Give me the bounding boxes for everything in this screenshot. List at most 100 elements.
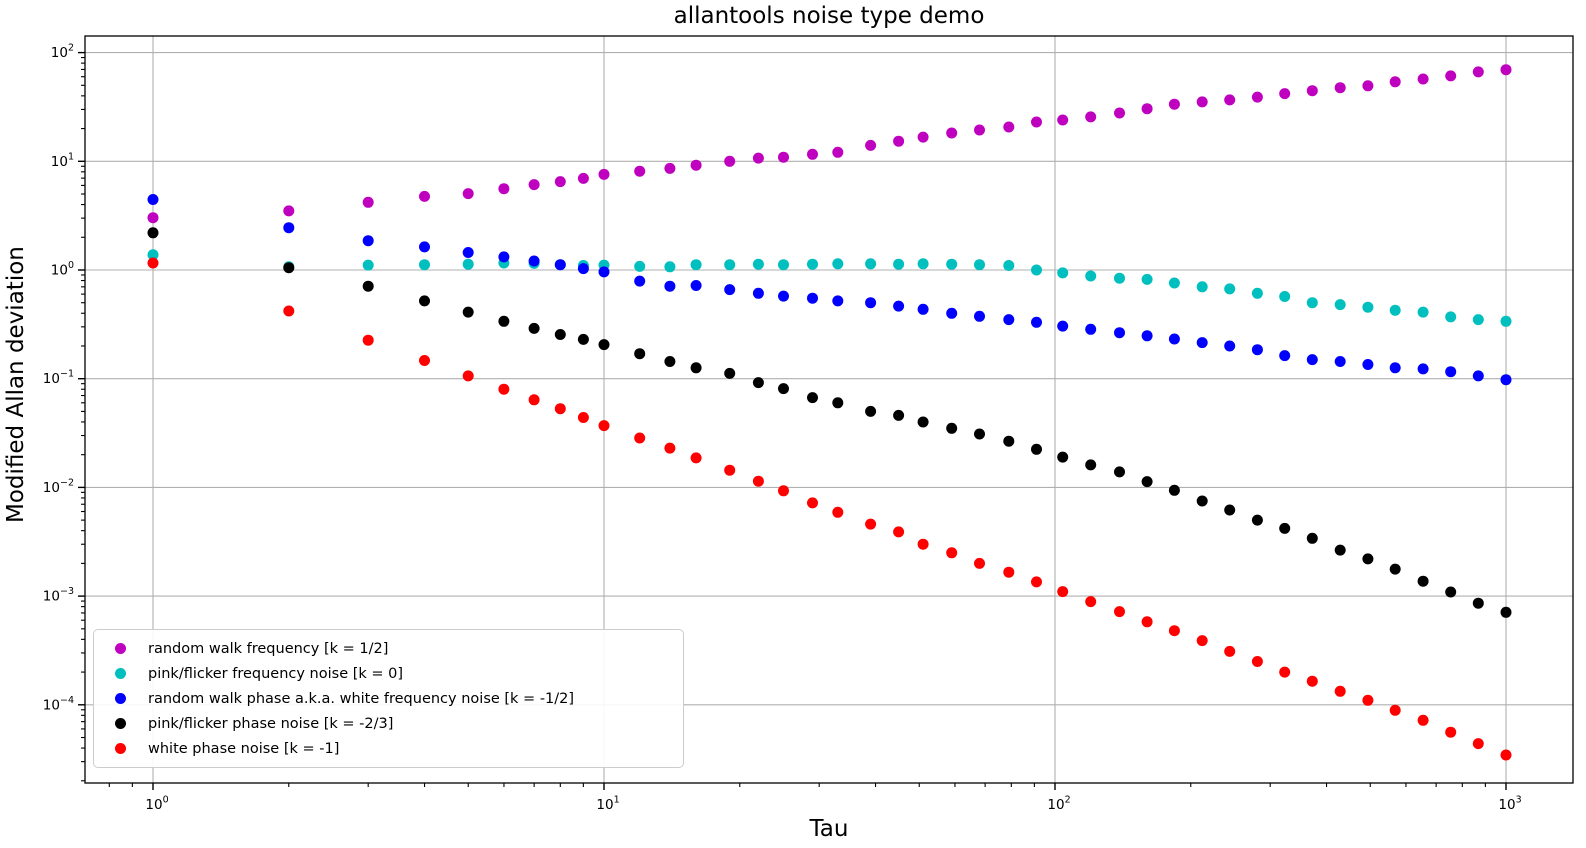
data-point (865, 518, 877, 530)
data-point (1251, 344, 1263, 356)
data-point (724, 155, 736, 167)
data-point (1334, 544, 1346, 556)
data-point (1085, 270, 1097, 282)
data-point (752, 475, 764, 487)
legend-label: pink/flicker phase noise [k = -2/3] (148, 715, 394, 732)
data-point (598, 339, 610, 351)
data-point (832, 506, 844, 518)
data-point (634, 275, 646, 287)
data-point (528, 322, 540, 334)
data-point (1224, 504, 1236, 516)
y-tick-label: 101 (51, 151, 74, 170)
data-point (1031, 443, 1042, 455)
data-point (1251, 514, 1263, 526)
data-point (1085, 111, 1097, 123)
legend-item: pink/flicker frequency noise [k = 0] (94, 663, 683, 685)
data-point (946, 547, 958, 559)
data-point (1472, 66, 1484, 78)
legend-item: random walk frequency [k = 1/2] (94, 638, 683, 660)
data-point (419, 241, 430, 253)
data-point (362, 259, 374, 271)
data-point (577, 172, 589, 184)
legend-marker-icon (115, 718, 126, 729)
data-point (807, 392, 818, 404)
data-point (865, 258, 877, 270)
data-point (1500, 315, 1512, 327)
data-point (147, 212, 159, 224)
data-point (832, 295, 844, 307)
data-point (1196, 96, 1208, 108)
data-point (554, 403, 566, 415)
data-point (1306, 85, 1318, 97)
data-point (1003, 566, 1015, 578)
data-point (1279, 291, 1291, 302)
data-point (1114, 606, 1125, 618)
data-point (1168, 484, 1180, 496)
axis-ticks (78, 51, 1507, 790)
legend-item: white phase noise [k = -1] (94, 738, 683, 760)
data-point (1279, 350, 1291, 362)
data-point (1306, 532, 1318, 544)
data-point (1362, 553, 1374, 565)
data-point (1389, 704, 1401, 716)
data-point (1057, 451, 1069, 463)
data-point (419, 190, 430, 202)
legend-label: white phase noise [k = -1] (148, 740, 340, 757)
data-point (634, 432, 646, 444)
data-point (362, 280, 374, 292)
data-point (946, 127, 958, 139)
data-point (893, 526, 905, 538)
data-point (752, 152, 764, 164)
data-point (462, 306, 474, 318)
legend: random walk frequency [k = 1/2] pink/flic… (93, 629, 684, 768)
data-point (917, 416, 929, 428)
x-tick-label: 102 (1047, 795, 1070, 814)
data-point (634, 260, 646, 272)
data-point (1196, 495, 1208, 507)
data-point (147, 194, 159, 205)
data-point (724, 464, 736, 476)
data-point (1114, 272, 1125, 284)
data-point (1141, 330, 1153, 342)
data-point (917, 303, 929, 315)
data-point (1224, 645, 1236, 657)
y-tick-label: 10−4 (43, 695, 74, 714)
data-point (419, 355, 430, 366)
data-point (362, 235, 374, 247)
data-point (917, 258, 929, 270)
data-point (832, 146, 844, 158)
data-point (498, 251, 510, 263)
data-point (1114, 466, 1125, 478)
data-point (1445, 586, 1457, 598)
legend-marker-icon (115, 643, 126, 654)
data-point (1334, 685, 1346, 697)
data-point (664, 280, 676, 292)
legend-marker-icon (115, 693, 126, 704)
data-point (724, 259, 736, 271)
data-point (778, 383, 789, 395)
data-point (634, 165, 646, 177)
data-point (778, 259, 789, 271)
data-point (664, 356, 676, 367)
data-point (690, 280, 702, 291)
data-point (832, 258, 844, 270)
data-point (1279, 666, 1291, 678)
data-point (893, 409, 905, 421)
data-point (1196, 281, 1208, 293)
data-point (752, 258, 764, 270)
data-point (1500, 606, 1512, 618)
data-point (974, 557, 985, 569)
data-point (778, 485, 789, 497)
data-point (1389, 563, 1401, 575)
data-point (865, 297, 877, 309)
data-point (1168, 277, 1180, 289)
data-point (865, 139, 877, 151)
data-point (1472, 370, 1484, 382)
legend-label: random walk phase a.k.a. white frequency… (148, 690, 575, 707)
x-axis-label: Tau (809, 816, 849, 842)
data-point (690, 159, 702, 171)
data-point (690, 259, 702, 271)
data-point (419, 259, 430, 271)
data-point (752, 377, 764, 389)
data-point (974, 310, 985, 322)
